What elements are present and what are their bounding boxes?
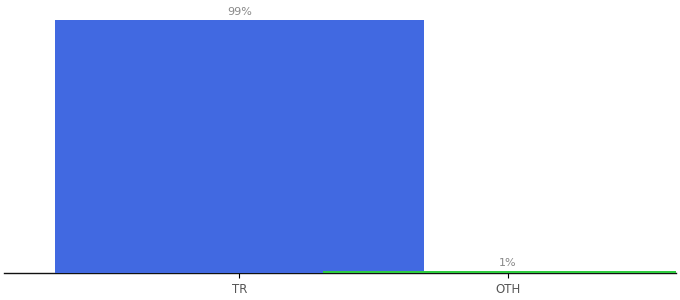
Text: 1%: 1% — [499, 258, 517, 268]
Bar — [323, 271, 680, 273]
Text: 99%: 99% — [227, 7, 252, 17]
Bar — [54, 20, 424, 273]
